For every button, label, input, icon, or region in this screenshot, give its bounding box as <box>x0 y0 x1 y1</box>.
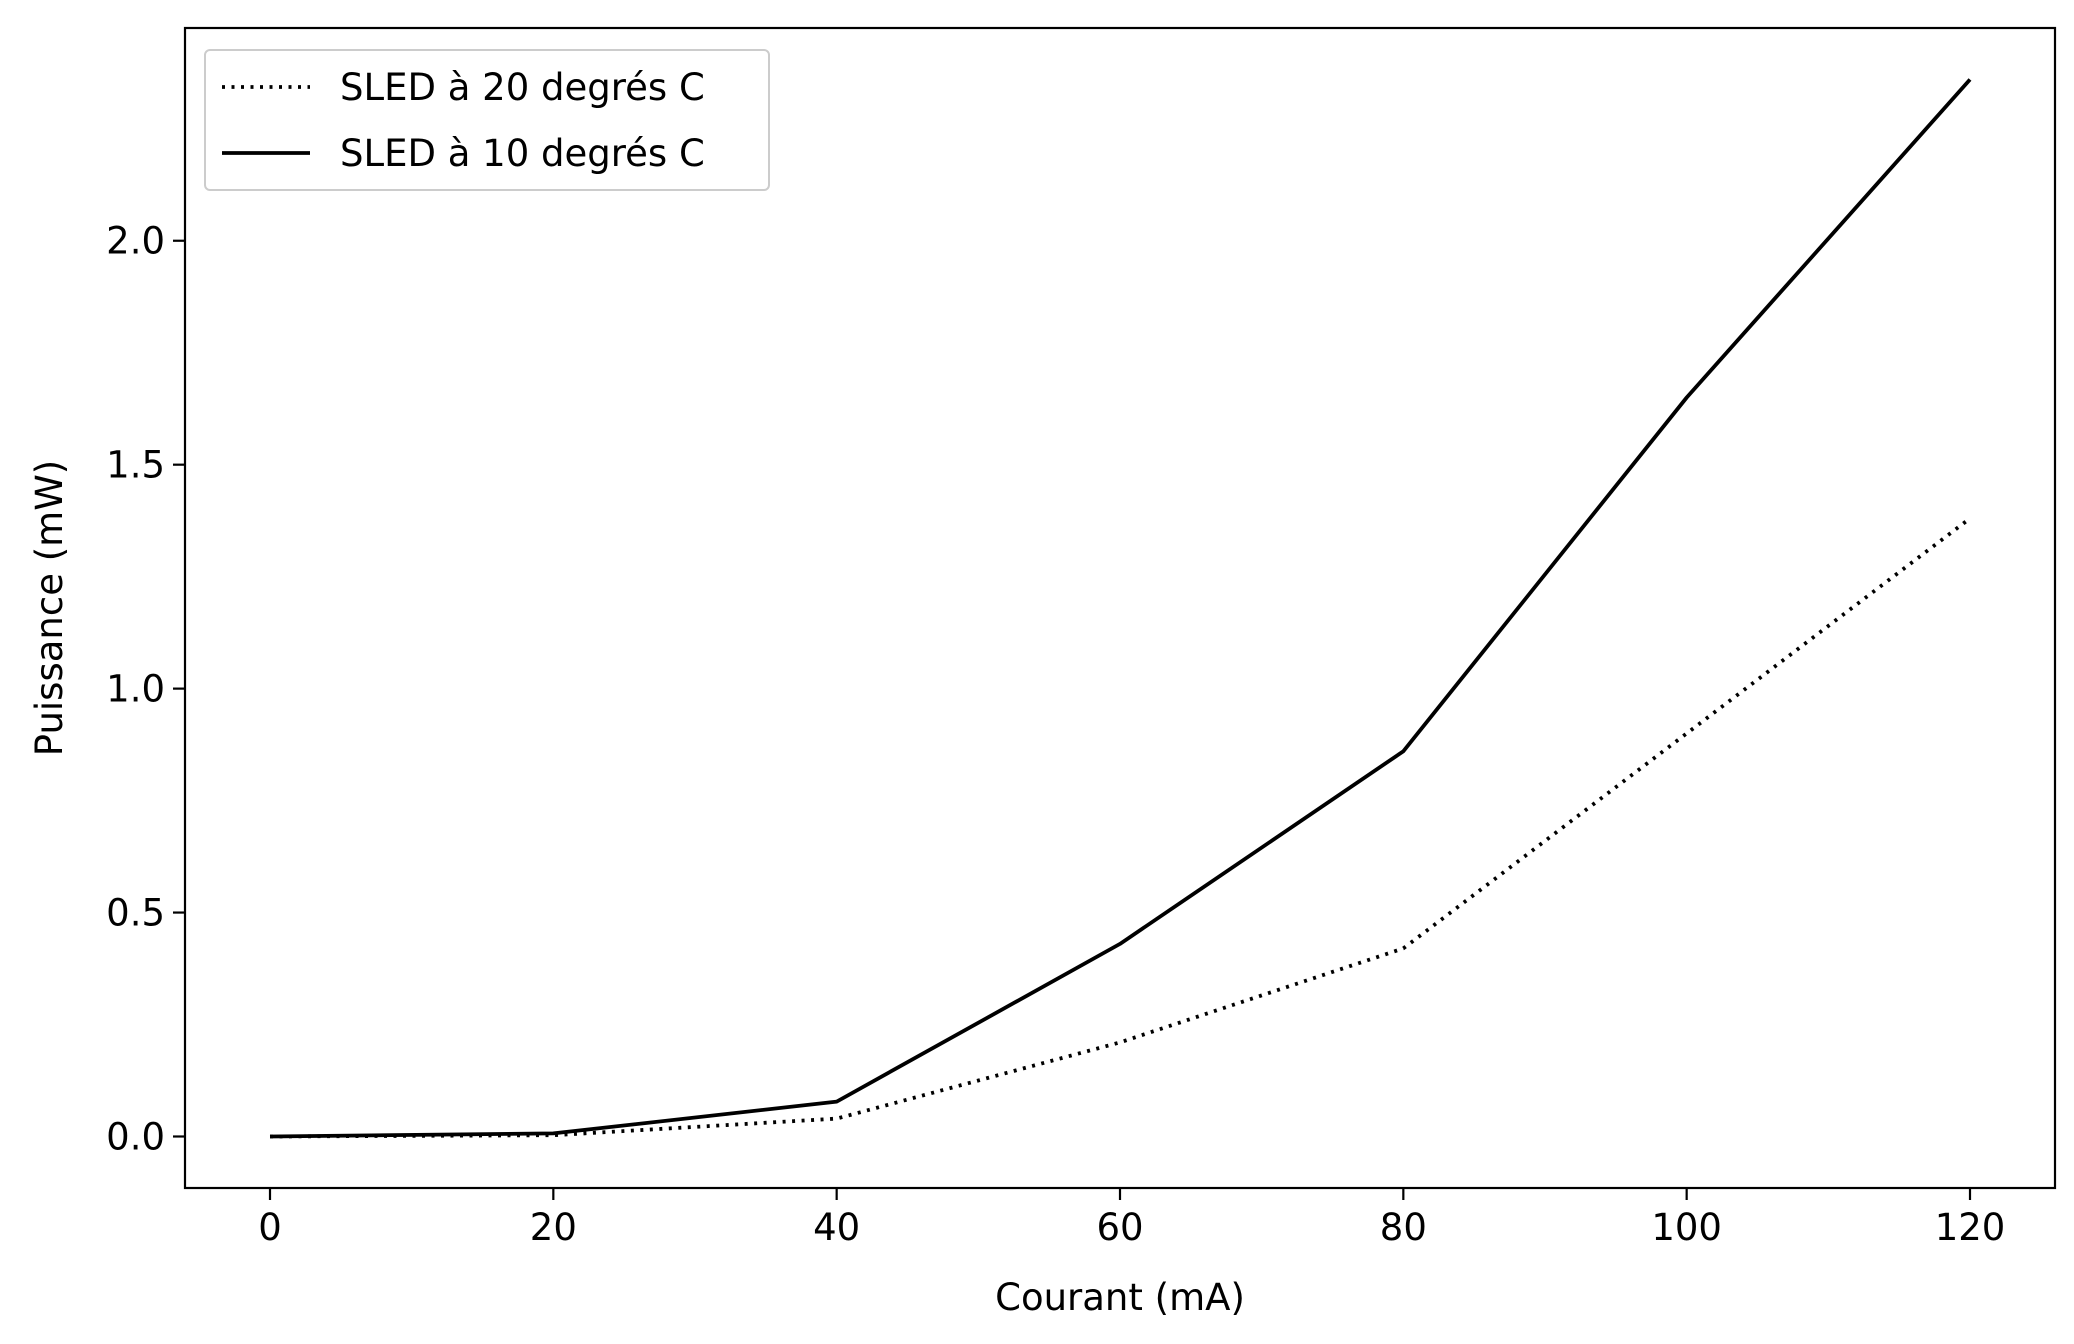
y-tick-label: 0.5 <box>106 892 165 935</box>
x-tick-label: 0 <box>258 1206 282 1249</box>
series-layer <box>269 78 1972 1139</box>
legend-label-sled-10: SLED à 10 degrés C <box>340 132 705 175</box>
x-axis-title: Courant (mA) <box>995 1276 1245 1319</box>
legend: SLED à 20 degrés C SLED à 10 degrés C <box>204 49 770 191</box>
x-tick-label: 80 <box>1380 1206 1427 1249</box>
x-tick-label: 120 <box>1935 1206 2006 1249</box>
series-line-1 <box>269 78 1972 1139</box>
y-axis-title: Puissance (mW) <box>28 460 71 756</box>
y-tick-label: 1.5 <box>106 444 165 487</box>
y-tick-label: 0.0 <box>106 1115 165 1158</box>
y-axis: 0.0 0.5 1.0 1.5 2.0 <box>106 220 185 1158</box>
x-axis: 0 20 40 60 80 100 120 <box>258 1188 2005 1249</box>
x-tick-label: 100 <box>1651 1206 1722 1249</box>
y-tick-label: 1.0 <box>106 668 165 711</box>
legend-label-sled-20: SLED à 20 degrés C <box>340 66 705 109</box>
legend-box <box>204 49 770 191</box>
x-tick-label: 20 <box>530 1206 577 1249</box>
y-tick-label: 2.0 <box>106 220 165 263</box>
x-tick-label: 40 <box>813 1206 860 1249</box>
x-tick-label: 60 <box>1096 1206 1143 1249</box>
